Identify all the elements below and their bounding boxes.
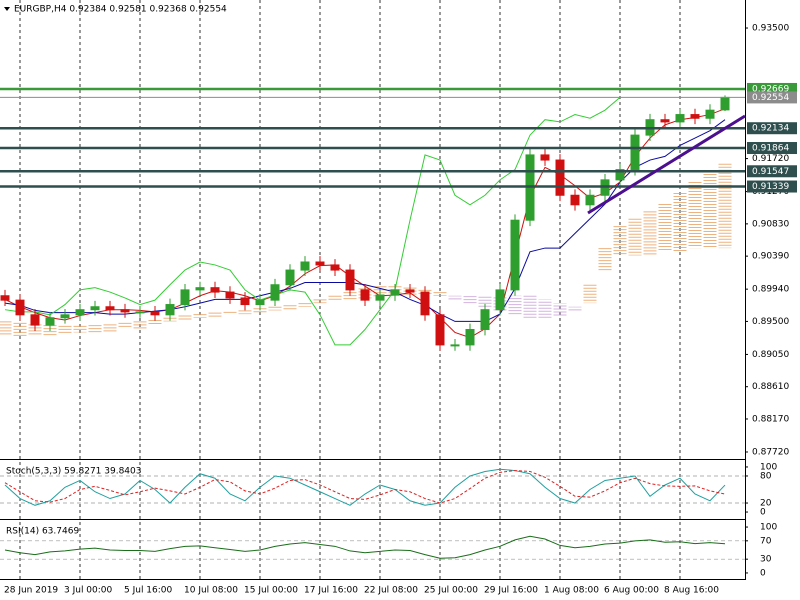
x-tick-label: 15 Jul 00:00 xyxy=(244,586,298,596)
candle-body xyxy=(105,306,115,311)
y-tick-label: 0 xyxy=(760,508,766,518)
candle-body xyxy=(120,309,130,313)
x-tick-label: 6 Aug 00:00 xyxy=(604,586,659,596)
price-level-tag xyxy=(747,165,797,178)
candle-body xyxy=(15,299,25,316)
candle-body xyxy=(705,109,715,119)
panel-title: RSI(14) 63.7469 xyxy=(6,527,79,537)
y-tick-label: 0.90830 xyxy=(752,219,789,229)
x-tick-label: 3 Jul 00:00 xyxy=(64,586,113,596)
candle-body xyxy=(390,289,400,296)
price-level-tag xyxy=(747,122,797,135)
y-tick-label: 0.89500 xyxy=(752,317,789,327)
y-tick-label: 20 xyxy=(760,499,772,509)
y-tick-label: 0.88610 xyxy=(752,382,789,392)
candle-body xyxy=(330,264,340,271)
candle-body xyxy=(360,289,370,301)
candle-body xyxy=(465,328,475,346)
y-tick-label: 0.88170 xyxy=(752,414,789,424)
x-tick-label: 29 Jul 16:00 xyxy=(484,586,538,596)
candle-body xyxy=(90,306,100,311)
y-tick-label: 0.93500 xyxy=(752,24,789,34)
candle-body xyxy=(300,261,310,271)
candle-body xyxy=(60,314,70,319)
indicator-line xyxy=(4,468,726,506)
x-tick-label: 28 Jun 2019 xyxy=(4,586,58,596)
price-level-tag xyxy=(747,91,797,104)
x-tick-label: 5 Jul 16:00 xyxy=(124,586,173,596)
trend-line[interactable] xyxy=(587,114,746,215)
price-level-label: 0.91547 xyxy=(752,167,789,177)
x-tick-label: 22 Jul 08:00 xyxy=(364,586,418,596)
candle-body xyxy=(450,344,460,347)
candle-body xyxy=(555,159,565,196)
y-tick-label: 100 xyxy=(760,462,777,472)
price-level-label: 0.92554 xyxy=(752,93,789,103)
candle-body xyxy=(660,119,670,123)
candle-body xyxy=(720,96,730,111)
panel-title: EURGBP,H4 0.92384 0.92581 0.92368 0.9255… xyxy=(14,5,227,15)
candle-body xyxy=(435,314,445,346)
candle-body xyxy=(675,114,685,123)
y-tick-label: 30 xyxy=(760,555,772,565)
price-level-label: 0.92669 xyxy=(752,84,789,94)
candle-body xyxy=(0,295,10,301)
candle-body xyxy=(255,299,265,306)
collapse-icon[interactable] xyxy=(4,7,10,11)
y-tick-label: 0.89050 xyxy=(752,350,789,360)
candle-body xyxy=(495,289,505,311)
candle-body xyxy=(210,287,220,293)
candle-body xyxy=(405,289,415,293)
x-tick-label: 25 Jul 00:00 xyxy=(424,586,478,596)
candle-body xyxy=(225,291,235,299)
candle-body xyxy=(510,219,520,291)
candle-body xyxy=(585,194,595,206)
candle-body xyxy=(195,287,205,291)
price-level-label: 0.91339 xyxy=(752,182,789,192)
candle-body xyxy=(375,294,385,301)
candle-body xyxy=(480,309,490,330)
price-level-tag xyxy=(747,180,797,193)
price-level-tag xyxy=(747,142,797,155)
x-tick-label: 8 Aug 16:00 xyxy=(664,586,719,596)
candle-body xyxy=(540,154,550,161)
candle-body xyxy=(30,314,40,326)
candle-body xyxy=(75,309,85,316)
candle-body xyxy=(285,269,295,286)
y-tick-label: 0 xyxy=(760,568,766,578)
price-level-label: 0.91864 xyxy=(752,144,789,154)
x-tick-label: 1 Aug 08:00 xyxy=(544,586,599,596)
candle-body xyxy=(690,114,700,119)
candle-body xyxy=(315,261,325,266)
candle-body xyxy=(630,134,640,171)
candle-body xyxy=(135,311,145,314)
candle-body xyxy=(45,317,55,326)
price-level-label: 0.92134 xyxy=(752,124,789,134)
indicator-line xyxy=(4,535,726,559)
panel-title: Stoch(5,3,3) 59.8271 39.8403 xyxy=(6,467,141,477)
y-tick-label: 70 xyxy=(760,536,772,546)
x-tick-label: 10 Jul 08:00 xyxy=(184,586,238,596)
y-tick-label: 0.91720 xyxy=(752,154,789,164)
candle-body xyxy=(345,269,355,291)
x-tick-label: 17 Jul 16:00 xyxy=(304,586,358,596)
candle-body xyxy=(180,289,190,306)
candle-body xyxy=(165,304,175,316)
candle-body xyxy=(150,311,160,316)
candle-body xyxy=(420,291,430,316)
candle-body xyxy=(570,194,580,206)
y-tick-label: 80 xyxy=(760,471,772,481)
y-tick-label: 0.87720 xyxy=(752,447,789,457)
y-tick-label: 0.89940 xyxy=(752,285,789,295)
candle-body xyxy=(270,284,280,301)
y-tick-label: 100 xyxy=(760,523,777,533)
y-tick-label: 0.90390 xyxy=(752,252,789,262)
candle-body xyxy=(615,169,625,181)
indicator-line xyxy=(4,97,621,346)
candle-body xyxy=(240,297,250,306)
